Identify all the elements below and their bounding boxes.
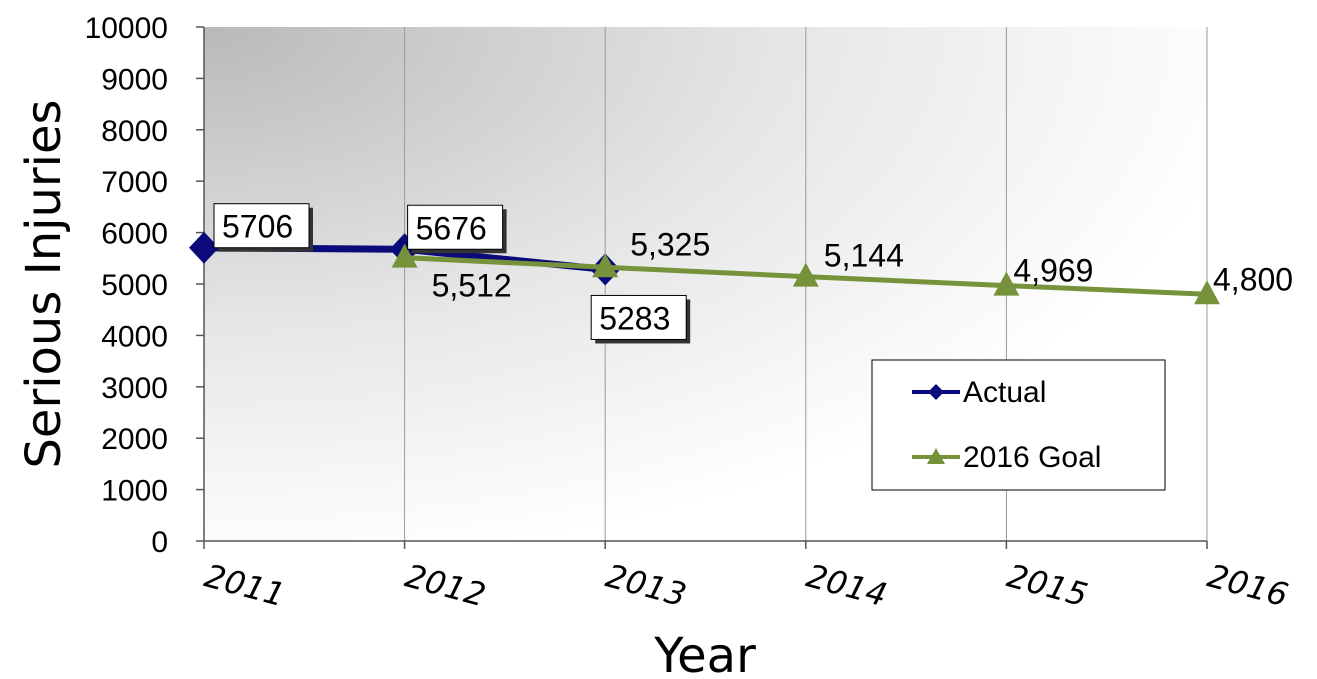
legend: Actual 2016 Goal [871, 359, 1166, 491]
x-tick-label-2013: 2013 [602, 556, 690, 614]
y-tick-label-10000: 10000 [85, 12, 168, 45]
data-label-actual-2011: 5706 [222, 209, 293, 245]
data-label-box-actual-2013 [590, 294, 687, 340]
data-label-actual-2012: 5676 [416, 210, 487, 246]
x-tick-label-2012: 2012 [401, 556, 489, 614]
legend-marker-actual [928, 384, 944, 400]
data-point-goal-2016 [1194, 280, 1220, 305]
y-tick-label-3000: 3000 [101, 372, 168, 405]
y-tick-label-7000: 7000 [101, 166, 168, 199]
data-label-goal-2013: 5,325 [630, 226, 710, 262]
data-label-goal-2015: 4,969 [1013, 253, 1093, 289]
x-tick-labels: 2011 2012 2013 2014 2015 2016 [201, 556, 1292, 614]
x-tick-label-2014: 2014 [802, 556, 890, 614]
data-point-goal-2015 [993, 271, 1020, 296]
data-label-box-actual-2012 [407, 204, 504, 250]
data-label-goal-2014: 5,144 [824, 238, 904, 274]
y-tick-label-2000: 2000 [101, 423, 168, 456]
legend-label-goal: 2016 Goal [963, 441, 1101, 474]
y-tick-label-1000: 1000 [101, 475, 168, 508]
data-point-goal-2013 [592, 253, 619, 278]
data-label-goal-2016: 4,800 [1213, 261, 1293, 297]
data-label-goal-2012: 5,512 [432, 268, 512, 304]
legend-marker-goal [927, 448, 945, 464]
data-label-box-actual-2011 [213, 203, 310, 249]
data-point-goal-2014 [792, 262, 819, 287]
y-tick-label-0: 0 [151, 526, 168, 559]
y-tick-label-9000: 9000 [101, 63, 168, 96]
y-axis-label: Serious Injuries [16, 99, 72, 468]
x-axis-label: Year [653, 628, 756, 679]
y-tick-labels: 0 1000 2000 3000 4000 5000 6000 7000 8000 9000 100… [85, 12, 204, 559]
data-point-actual-2011 [189, 231, 219, 264]
legend-label-actual: Actual [963, 376, 1046, 409]
y-tick-label-6000: 6000 [101, 218, 168, 251]
legend-box [871, 359, 1166, 491]
y-tick-label-5000: 5000 [101, 269, 168, 302]
data-label-actual-2013: 5283 [599, 300, 670, 336]
y-tick-label-4000: 4000 [101, 320, 168, 353]
data-point-goal-2012 [391, 243, 418, 268]
x-tick-label-2011: 2011 [201, 556, 289, 614]
y-tick-label-8000: 8000 [101, 115, 168, 148]
x-tick-label-2015: 2015 [1003, 556, 1091, 614]
data-labels: 5706 5676 5283 5,512 5,325 5,144 4,969 4,800 [213, 203, 1293, 344]
x-tick-label-2016: 2016 [1204, 556, 1292, 614]
